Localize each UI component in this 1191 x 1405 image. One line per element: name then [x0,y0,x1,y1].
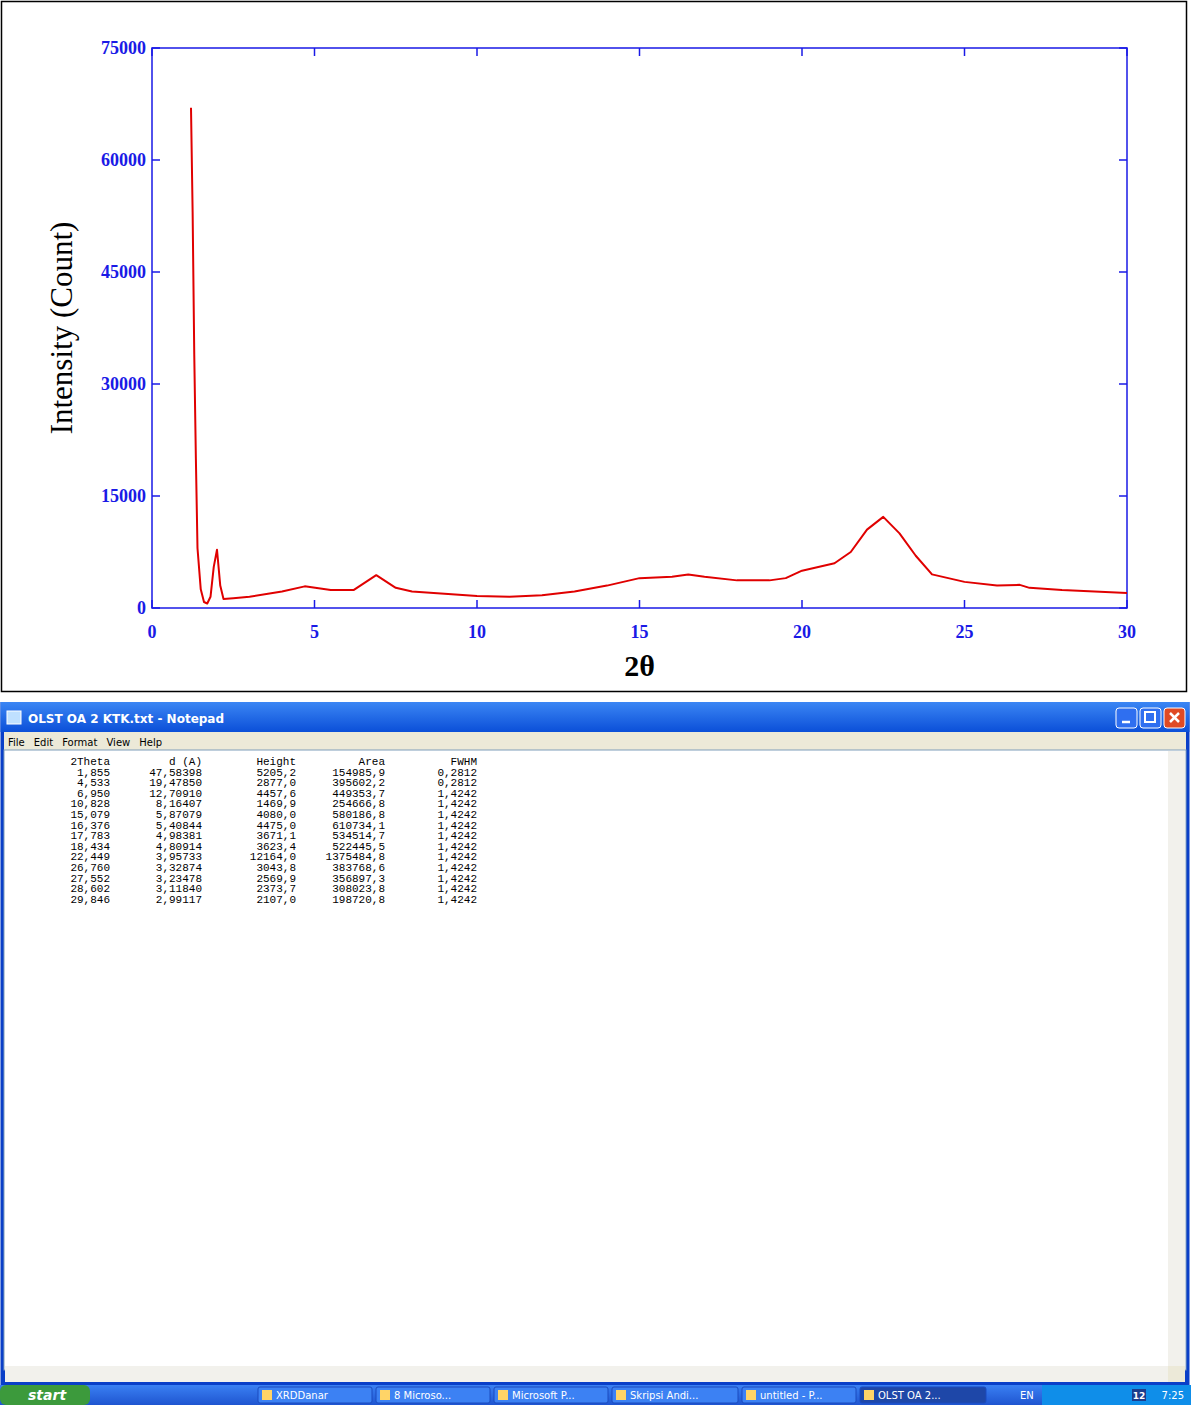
taskbar-icon [380,1390,390,1400]
taskbar [0,1385,1191,1405]
y-tick [152,159,160,161]
y-tick-right [1119,495,1127,497]
taskbar-item-label: XRDDanar [276,1390,329,1401]
taskbar-button[interactable] [612,1387,738,1403]
table-cell: 2,99117 [156,894,202,906]
menu-bar [4,732,1186,750]
taskbar-item-label: Skripsi Andi... [630,1390,698,1401]
x-tick-label: 20 [793,622,811,642]
menu-item[interactable]: File [8,737,25,748]
y-tick-label: 30000 [101,374,146,394]
y-tick-label: 0 [137,598,146,618]
x-tick-label: 5 [310,622,319,642]
x-tick-top [314,48,316,56]
x-tick-top [964,48,966,56]
y-tick-label: 60000 [101,150,146,170]
y-tick-right [1119,159,1127,161]
taskbar-icon [498,1390,508,1400]
window-title: OLST OA 2 KTK.txt - Notepad [28,712,224,726]
start-label: start [28,1387,67,1403]
x-tick [639,600,641,608]
y-tick [152,495,160,497]
plot-area [191,108,1127,604]
system-tray [1042,1385,1191,1405]
x-tick [964,600,966,608]
y-axis-title: Intensity (Count) [44,222,79,435]
table-cell: 29,846 [70,894,110,906]
taskbar-item-label: OLST OA 2... [878,1390,941,1401]
h-scrollbar [5,1366,1168,1382]
taskbar-button[interactable] [742,1387,856,1403]
table-cell: 1,4242 [437,894,477,906]
taskbar-icon [864,1390,874,1400]
window-min-button[interactable] [1116,708,1137,728]
y-tick-right [1119,383,1127,385]
app-icon [7,711,21,724]
x-tick [314,600,316,608]
table-cell: 198720,8 [332,894,385,906]
tray-icon [1132,1389,1146,1401]
clock: 7:25 [1162,1390,1184,1401]
language-indicator: EN [1020,1390,1034,1401]
y-tick [152,383,160,385]
page: 0 15000 30000 45000 60000 75000 0 5 10 15 20 25 30 In… [0,0,1191,1405]
title-bar [1,702,1190,732]
taskbar-item-label: untitled - P... [760,1390,823,1401]
size-grip [1168,1366,1185,1382]
taskbar-icon [616,1390,626,1400]
x-tick-label: 0 [148,622,157,642]
x-tick-top [801,48,803,56]
table-cell: 2107,0 [256,894,296,906]
x-tick-top [639,48,641,56]
window-close-button[interactable] [1164,708,1185,728]
y-tick-right [1119,271,1127,273]
window-max-button[interactable] [1140,708,1161,728]
x-tick-label: 10 [468,622,486,642]
x-tick-label: 25 [956,622,974,642]
menu-item[interactable]: Edit [34,737,53,748]
start-button[interactable] [0,1385,90,1405]
menu-item[interactable]: Format [62,737,97,748]
glyph [1122,721,1130,724]
window-frame [1,702,1190,1402]
tray-number: 12 [1133,1391,1146,1401]
taskbar-button[interactable] [258,1387,372,1403]
x-tick-top [476,48,478,56]
xrd-line [191,108,1127,604]
x-tick [801,600,803,608]
taskbar-item-label: Microsoft P... [512,1390,575,1401]
x-tick-label: 15 [631,622,649,642]
plot-frame [152,48,1127,608]
taskbar-button[interactable] [494,1387,608,1403]
y-tick-label: 75000 [101,38,146,58]
x-axis-title: 2θ [624,649,655,682]
glyph [1170,713,1179,722]
taskbar-icon [746,1390,756,1400]
y-tick-label: 15000 [101,486,146,506]
y-tick-label: 45000 [101,262,146,282]
taskbar-item-label: 8 Microso... [394,1390,451,1401]
v-scrollbar [1168,751,1185,1368]
text-area [4,750,1186,1370]
x-tick [476,600,478,608]
y-tick [152,271,160,273]
menu-item[interactable]: View [106,737,130,748]
glyph [1145,712,1155,722]
x-tick-label: 30 [1118,622,1136,642]
taskbar-icon [262,1390,272,1400]
taskbar-button[interactable] [376,1387,490,1403]
menu-item[interactable]: Help [139,737,162,748]
chart-frame [2,2,1187,692]
taskbar-button[interactable] [860,1387,986,1403]
